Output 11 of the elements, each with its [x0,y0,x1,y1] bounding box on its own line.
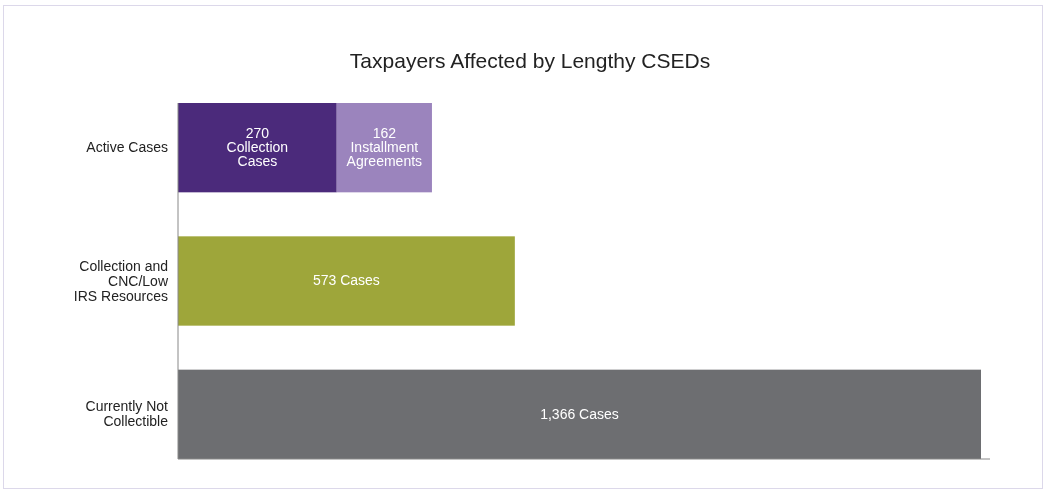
bar [178,103,337,193]
data-label: 270 Collection Cases [226,124,289,169]
bar [178,236,515,326]
data-label: 1,366 Cases [540,405,619,422]
bar [178,369,981,459]
y-tick-label: Collection and CNC/Low IRS Resources [73,257,169,304]
data-label: 573 Cases [312,272,380,289]
y-tick-label: Currently Not Collectible [85,398,169,430]
y-tick-label: Active Cases [86,139,168,156]
data-label: 162 Installment Agreements [346,124,423,169]
chart-title: Taxpayers Affected by Lengthy CSEDs [349,49,711,72]
